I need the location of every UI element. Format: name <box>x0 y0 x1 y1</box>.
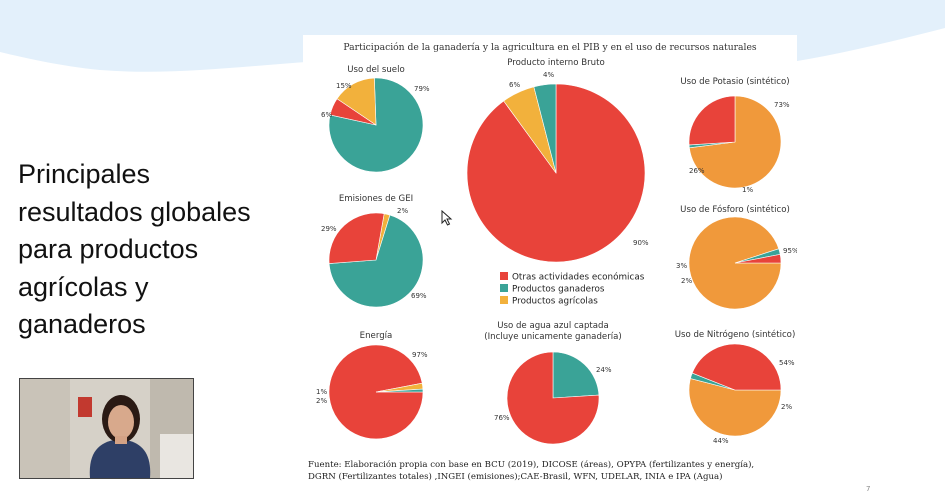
pie-chart: 79% 6% 15% Uso del suelo <box>321 65 430 173</box>
slice-label: 97% <box>412 351 428 359</box>
pie-slice <box>506 351 600 445</box>
pie-chart: 54% 2% 44% Uso de Nitrógeno (sintético) <box>675 329 796 445</box>
slice-label: 95% <box>783 247 797 255</box>
legend-swatch <box>500 284 508 292</box>
slice-label: 90% <box>633 239 649 247</box>
slice-label: 2% <box>681 277 692 285</box>
slice-label: 3% <box>676 262 687 270</box>
figure-panel: Participación de la ganadería y la agric… <box>303 35 797 487</box>
pie-title: Uso de agua azul captada <box>497 321 609 331</box>
pie-charts-figure: 79% 6% 15% Uso del suelo 90% 6% 4% Producto int… <box>316 58 797 445</box>
slice-label: 15% <box>336 82 352 90</box>
pie-chart: 90% 6% 4% Producto interno Bruto <box>466 58 649 263</box>
pie-title: Energía <box>360 331 393 341</box>
slice-label: 2% <box>781 403 792 411</box>
legend-label: Productos agrícolas <box>512 297 598 307</box>
pie-chart: 95% 2% 3% Uso de Fósforo (sintético) <box>676 204 797 310</box>
slice-label: 29% <box>321 225 337 233</box>
pie-title: Producto interno Bruto <box>507 58 604 68</box>
pie-slice <box>328 212 385 264</box>
pie-slice <box>734 254 782 264</box>
heading-line: Principales <box>18 159 151 189</box>
pie-title: (Incluye unicamente ganadería) <box>484 332 621 342</box>
slice-label: 6% <box>509 81 520 89</box>
chart-legend: Otras actividades económicas Productos ga… <box>500 272 645 307</box>
heading-line: ganaderos <box>18 309 146 339</box>
pie-chart: 73% 1% 26% Uso de Potasio (sintético) <box>680 76 790 194</box>
pie-slice <box>691 343 782 391</box>
pie-slice <box>688 378 782 437</box>
pie-slice <box>688 95 736 146</box>
slice-label: 69% <box>411 292 427 300</box>
presenter-video-frame <box>20 379 193 478</box>
slice-label: 54% <box>779 359 795 367</box>
slice-label: 4% <box>543 71 554 79</box>
legend-label: Otras actividades económicas <box>512 272 645 283</box>
pie-slice <box>375 388 424 393</box>
pie-title: Uso de Fósforo (sintético) <box>680 204 790 215</box>
pie-slice <box>533 83 557 174</box>
slice-label: 2% <box>397 207 408 215</box>
legend-swatch <box>500 296 508 304</box>
slice-label: 6% <box>321 111 332 119</box>
presenter-webcam <box>19 378 194 479</box>
slice-label: 26% <box>689 167 705 175</box>
pie-chart: 24% 76% Uso de agua azul captada(Incluye u… <box>484 321 622 445</box>
pie-chart: 2% 69% 29% Emisiones de GEI <box>321 194 427 308</box>
slice-label: 76% <box>494 414 510 422</box>
heading-line: resultados globales <box>18 196 251 227</box>
legend-swatch <box>500 272 508 280</box>
pie-slice <box>328 214 424 308</box>
slice-label: 2% <box>316 397 327 405</box>
source-line: Fuente: Elaboración propia con base en B… <box>308 460 755 470</box>
figure-title: Participación de la ganadería y la agric… <box>343 42 757 53</box>
heading-line: agrícolas y <box>18 271 149 302</box>
slice-label: 1% <box>742 186 753 194</box>
slide-heading: Principales resultados globales para pro… <box>18 156 288 344</box>
pie-slice <box>552 351 600 399</box>
pie-title: Uso del suelo <box>347 65 404 75</box>
slice-label: 73% <box>774 101 790 109</box>
pie-title: Uso de Nitrógeno (sintético) <box>675 329 796 340</box>
legend-label: Productos ganaderos <box>512 285 605 295</box>
slice-label: 24% <box>596 366 612 374</box>
pie-title: Uso de Potasio (sintético) <box>680 76 789 87</box>
pie-chart: 97% 2%1% Energía <box>316 331 428 440</box>
mouse-cursor-icon <box>441 210 453 226</box>
slice-label: 1% <box>316 388 327 396</box>
slice-label: 44% <box>713 437 729 445</box>
source-note: Fuente: Elaboración propia con base en B… <box>308 460 796 483</box>
page-number: 7 <box>866 485 871 493</box>
pie-title: Emisiones de GEI <box>339 194 413 204</box>
source-line: DGRN (Fertilizantes totales) ,INGEI (emi… <box>308 471 723 482</box>
pie-slice <box>336 77 377 126</box>
heading-line: para productos <box>18 234 199 264</box>
slice-label: 79% <box>414 85 430 93</box>
